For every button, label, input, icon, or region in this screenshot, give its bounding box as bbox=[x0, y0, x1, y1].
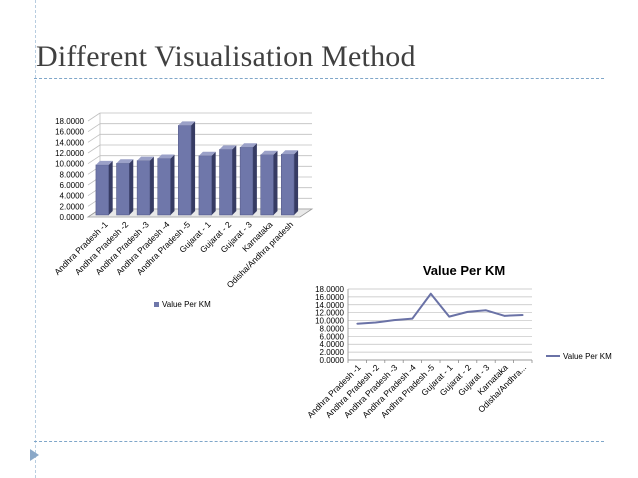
data-point bbox=[411, 317, 414, 320]
y-tick-label: 2.0000 bbox=[320, 348, 345, 357]
y-tick-label: 18.0000 bbox=[55, 117, 84, 126]
legend-label: Value Per KM bbox=[563, 352, 612, 361]
data-point bbox=[356, 322, 359, 325]
bar-top bbox=[240, 143, 257, 148]
gridline-side bbox=[87, 155, 101, 164]
bar-side bbox=[170, 154, 175, 215]
chart-title: Value Per KM bbox=[423, 263, 505, 278]
y-tick-label: 8.0000 bbox=[320, 324, 345, 333]
y-tick-label: 16.0000 bbox=[315, 293, 344, 302]
bar-top bbox=[178, 121, 196, 126]
y-tick-label: 16.0000 bbox=[55, 128, 84, 137]
data-point bbox=[522, 314, 524, 316]
title-divider bbox=[34, 78, 604, 79]
bar-top bbox=[281, 150, 299, 155]
y-tick-label: 6.0000 bbox=[60, 181, 85, 190]
data-point bbox=[466, 311, 469, 313]
data-point bbox=[430, 292, 432, 295]
y-tick-label: 2.0000 bbox=[60, 202, 85, 211]
data-point bbox=[393, 319, 395, 321]
gridline-side bbox=[87, 134, 101, 143]
y-tick-label: 14.0000 bbox=[55, 138, 84, 147]
bar-side bbox=[273, 150, 278, 215]
bar-top bbox=[219, 145, 237, 150]
series-line bbox=[357, 292, 523, 325]
bar-side bbox=[232, 145, 237, 215]
bar-top bbox=[95, 160, 113, 165]
y-tick-label: 4.0000 bbox=[60, 192, 85, 201]
bar-side bbox=[129, 159, 134, 215]
y-tick-label: 10.0000 bbox=[315, 317, 344, 326]
y-tick-label: 8.0000 bbox=[60, 170, 85, 179]
bar-top bbox=[116, 159, 134, 164]
bar-side bbox=[252, 143, 257, 215]
legend-swatch bbox=[154, 302, 159, 307]
footer-divider bbox=[34, 441, 604, 442]
data-point bbox=[503, 315, 506, 317]
data-point bbox=[448, 315, 451, 318]
data-point bbox=[374, 321, 377, 324]
bar-top bbox=[157, 154, 175, 159]
y-tick-label: 12.0000 bbox=[55, 149, 84, 158]
y-tick-label: 18.0000 bbox=[315, 285, 344, 294]
bar-side bbox=[294, 150, 299, 215]
bullet-arrow-icon bbox=[30, 449, 39, 461]
y-tick-label: 4.0000 bbox=[320, 340, 345, 349]
bar-side bbox=[191, 121, 196, 215]
bar-side bbox=[108, 160, 113, 215]
gridline-side bbox=[87, 112, 101, 122]
bar-top bbox=[137, 156, 154, 161]
y-tick-label: 0.0000 bbox=[320, 356, 345, 365]
y-tick-label: 10.0000 bbox=[55, 160, 84, 169]
bar-side bbox=[149, 156, 154, 215]
gridline-side bbox=[87, 123, 101, 132]
slide-guide-line bbox=[35, 0, 36, 478]
data-point bbox=[485, 309, 487, 312]
y-tick-label: 12.0000 bbox=[315, 309, 344, 318]
bar-top bbox=[260, 150, 278, 155]
gridline-side bbox=[87, 144, 101, 154]
slide-title: Different Visualisation Method bbox=[36, 40, 416, 73]
y-tick-label: 0.0000 bbox=[60, 213, 85, 222]
bar-top bbox=[198, 151, 216, 156]
y-tick-label: 6.0000 bbox=[320, 332, 345, 341]
bar-side bbox=[211, 151, 216, 215]
y-tick-label: 14.0000 bbox=[315, 301, 344, 310]
legend-label: Value Per KM bbox=[162, 300, 211, 309]
